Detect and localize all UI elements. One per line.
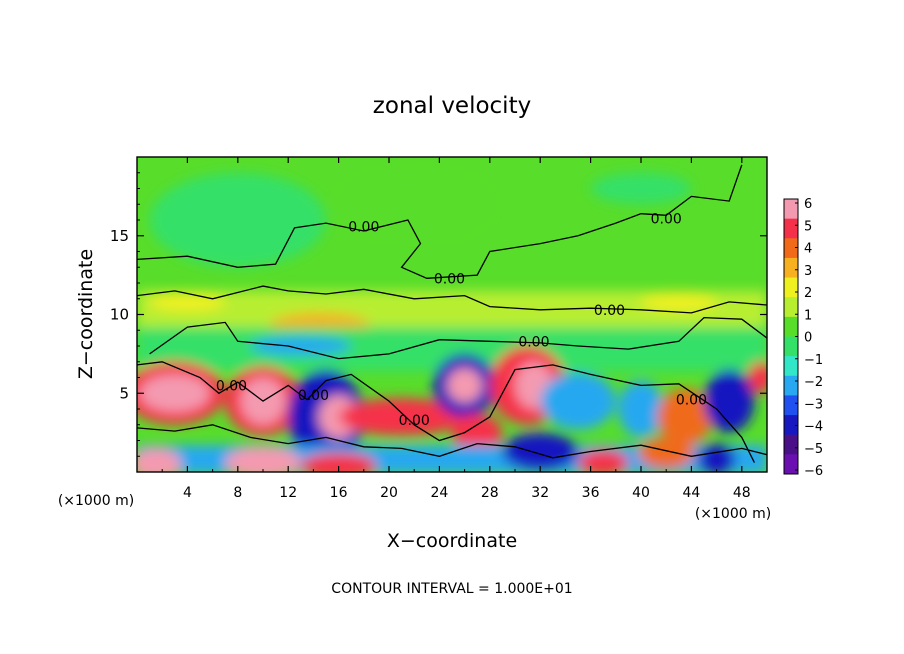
y-axis-ticks: 5 10 15 [110,172,767,457]
x-unit-right: (×1000 m) [695,506,771,522]
contour-line-2 [149,316,767,360]
colorbar-tick-label-10: −4 [804,420,823,435]
colorbar-swatch-10 [784,395,798,416]
field-cell-23 [657,388,713,446]
field-cell-2 [590,172,692,205]
colorbar-tick-label-0: 6 [804,197,812,212]
colorbar-tick-label-6: 0 [804,331,812,346]
field-cell-24 [704,369,755,433]
contour-interval-note: CONTOUR INTERVAL = 1.000E+01 [331,581,572,597]
contour-label-3: 0.00 [594,303,625,319]
colorbar-tick-label-1: 5 [804,219,812,234]
colorbar-swatch-0 [784,199,798,220]
contour-label-4: 0.00 [518,334,549,350]
field-cell-1 [338,172,490,236]
velocity-field [137,172,767,472]
colorbar-tick-label-12: −6 [804,464,823,479]
colorbar-tick-label-2: 4 [804,242,812,257]
field-cell-29 [300,453,377,472]
contour-lines [137,164,767,463]
colorbar-tick-label-9: −3 [804,397,823,412]
x-tick-label-28: 28 [481,485,499,501]
colorbar-swatch-3 [784,257,798,279]
contour-line-1 [137,285,767,314]
x-tick-label-20: 20 [380,485,398,501]
contour-label-8: 0.00 [676,393,707,409]
colorbar-swatch-7 [784,336,798,357]
contour-label-7: 0.00 [399,413,430,429]
field-cell-27 [137,448,182,472]
chart-title: zonal velocity [373,93,531,119]
contour-label-5: 0.00 [216,378,247,394]
colorbar-tick-label-11: −5 [804,442,823,457]
x-tick-label-40: 40 [632,485,650,501]
field-cell-25 [748,361,767,394]
contour-line-4 [137,424,767,459]
x-tick-label-24: 24 [430,485,448,501]
contour-line-0 [137,164,743,279]
x-tick-label-36: 36 [582,485,600,501]
field-cell-20 [452,413,503,452]
contour-label-6: 0.00 [298,388,329,404]
field-cell-4 [149,292,226,312]
y-tick-label-10: 10 [110,306,129,324]
colorbar-tick-label-3: 3 [804,264,812,279]
field-cell-10 [139,374,211,413]
colorbar-tick-label-8: −2 [804,375,823,390]
colorbar-swatch-9 [784,375,798,396]
colorbar-tick-label-7: −1 [804,353,823,368]
x-axis-ticks: 4 8 12 16 20 24 28 32 36 40 44 48 [161,157,751,501]
field-cell-22 [618,380,664,438]
colorbar-swatch-1 [784,218,798,239]
field-cell-6 [641,292,717,312]
field-cell-15 [338,397,465,436]
field-cell-32 [638,437,694,469]
contour-label-0: 0.00 [348,219,379,235]
colorbar-swatch-6 [784,316,798,337]
x-tick-label-4: 4 [183,485,192,501]
contour-label-2: 0.00 [651,211,682,227]
field-cell-17 [446,368,483,403]
field-cell-21 [540,372,616,430]
x-axis-label: X−coordinate [387,530,517,552]
contour-label-group: 0.00 0.00 0.00 0.00 0.00 0.00 0.00 0.00 0.00 [216,211,707,429]
colorbar-tick-label-4: 2 [804,286,812,301]
field-cell-28 [225,446,301,472]
colorbar-swatch-8 [784,356,798,377]
colorbar-swatch-5 [784,297,798,318]
colorbar-tick-label-5: 1 [804,308,812,323]
x-tick-label-44: 44 [682,485,700,501]
x-tick-label-32: 32 [531,485,549,501]
colorbar-swatch-11 [784,415,798,436]
x-tick-label-48: 48 [733,485,751,501]
field-cell-8 [250,336,352,356]
x-unit-left: (×1000 m) [58,493,134,509]
contour-line-3 [137,361,755,463]
contour-label-1: 0.00 [434,271,465,287]
field-cell-0 [149,172,326,268]
colorbar-swatch-4 [784,277,798,298]
x-tick-label-8: 8 [233,485,242,501]
y-axis-label: Z−coordinate [75,249,97,379]
x-tick-label-16: 16 [330,485,348,501]
colorbar-swatch-13 [784,454,798,475]
plot-area [137,157,767,472]
colorbar-swatch-2 [784,238,798,259]
colorbar: 6 5 4 3 2 1 0 −1 −2 −3 −4 −5 −6 [783,197,823,479]
field-cell-30 [502,432,578,471]
y-tick-label-5: 5 [119,384,129,402]
x-tick-label-12: 12 [279,485,297,501]
y-tick-label-15: 15 [110,227,129,245]
colorbar-swatch-12 [784,434,798,455]
